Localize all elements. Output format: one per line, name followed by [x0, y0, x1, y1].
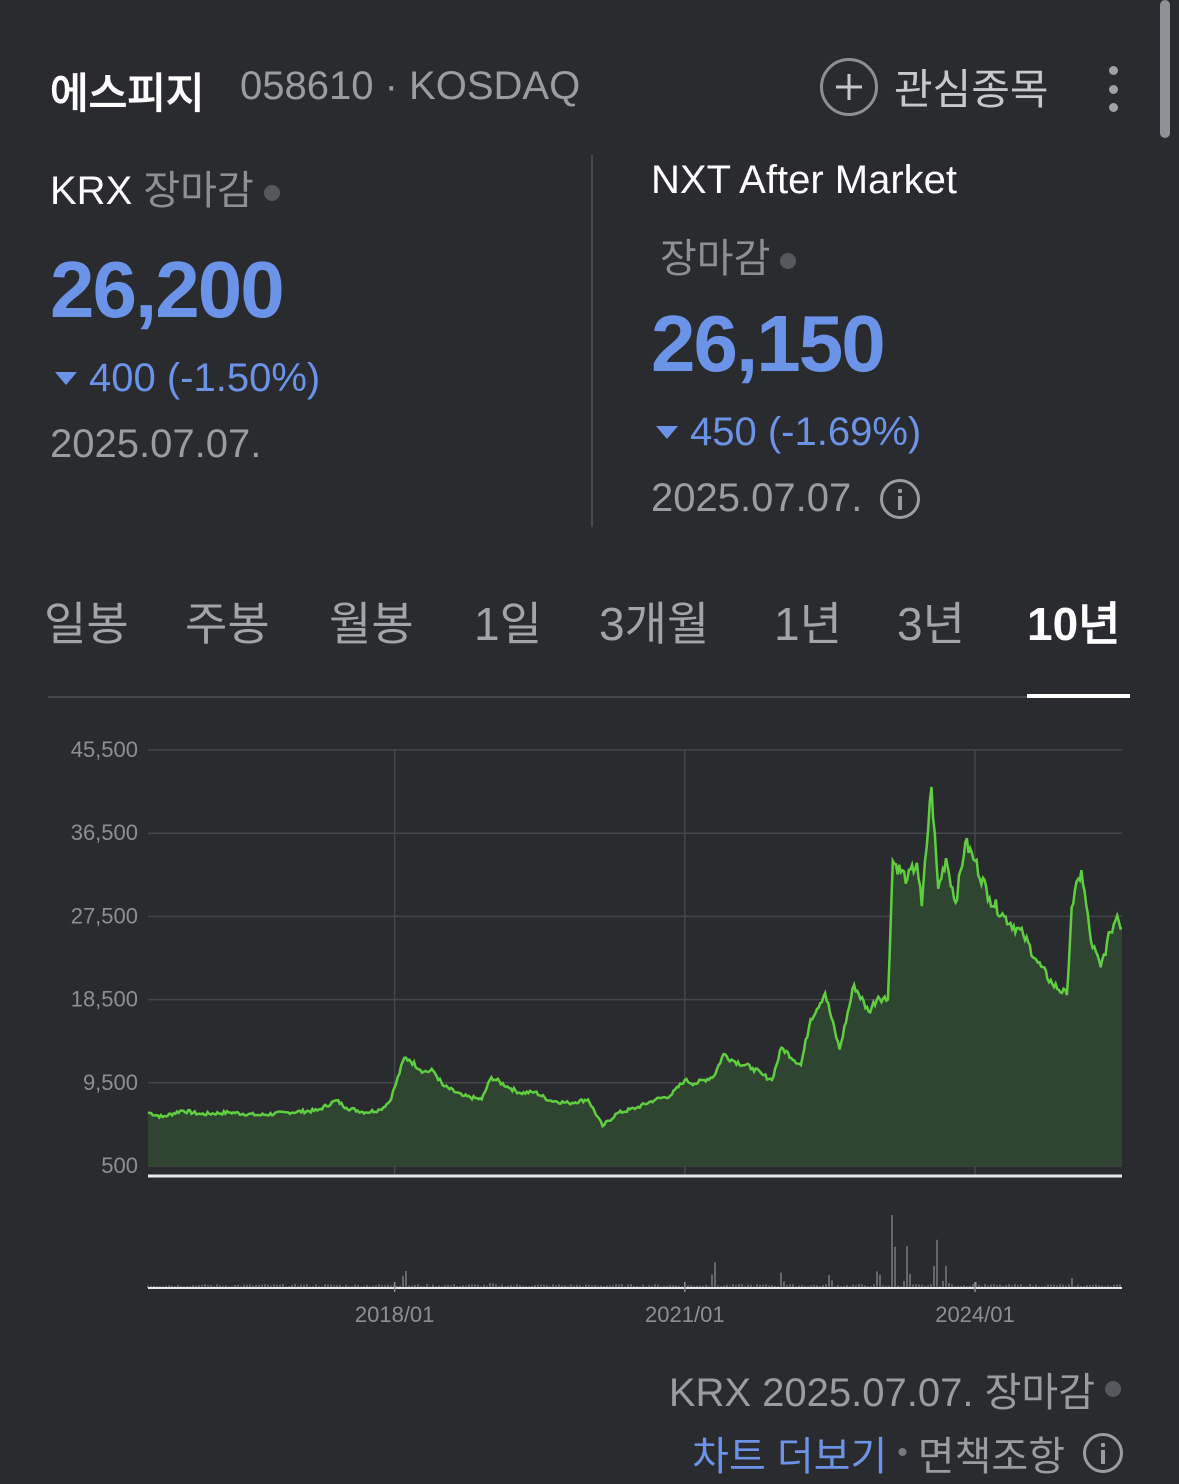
stock-name: 에스피지	[50, 70, 205, 117]
volume-bars	[147, 1214, 1121, 1288]
y-tick-label: 9,500	[83, 1070, 138, 1095]
x-tick-label: 2024/01	[935, 1302, 1015, 1327]
nxt-date-row: 2025.07.07.	[651, 476, 921, 521]
y-tick-label: 36,500	[71, 820, 138, 845]
info-icon[interactable]	[1083, 1433, 1123, 1473]
nxt-date: 2025.07.07.	[651, 476, 863, 520]
down-triangle-icon	[55, 372, 77, 385]
status-dot	[1105, 1381, 1121, 1397]
nxt-price: 26,150	[651, 299, 886, 388]
tab-3month[interactable]: 3개월	[599, 598, 710, 650]
watchlist-label: 관심종목	[894, 66, 1049, 113]
panel-divider	[591, 155, 593, 527]
footer-krx-status: KRX 2025.07.07. 장마감	[668, 1371, 1095, 1415]
krx-market-label: KRX 장마감	[50, 158, 280, 216]
tabs-baseline	[48, 696, 1130, 698]
x-axis-ticks: 2018/01 2021/01 2024/01	[355, 1282, 1015, 1327]
tab-10year[interactable]: 10년	[1027, 598, 1121, 650]
price-area	[148, 787, 1122, 1166]
stock-code-market: 058610 · KOSDAQ	[240, 64, 581, 108]
more-vertical-icon[interactable]	[1106, 66, 1120, 112]
nxt-change-value: 450 (-1.69%)	[690, 410, 922, 454]
plus-icon	[820, 57, 878, 116]
y-tick-label: 27,500	[71, 903, 138, 928]
nxt-status: 장마감	[660, 237, 771, 281]
y-axis-ticks: 45,500 36,500 27,500 18,500 9,500 500	[71, 737, 138, 1178]
tab-daily[interactable]: 일봉	[44, 598, 129, 650]
down-triangle-icon	[656, 426, 678, 439]
footer-status: KRX 2025.07.07. 장마감	[669, 1360, 1121, 1418]
krx-status: 장마감	[143, 169, 254, 213]
nxt-status-row: 장마감	[660, 226, 797, 284]
tab-3year[interactable]: 3년	[897, 598, 965, 650]
nxt-change: 450 (-1.69%)	[656, 410, 921, 455]
price-line	[147, 786, 1122, 1129]
x-tick-label: 2021/01	[645, 1302, 725, 1327]
separator-dot: •	[897, 1436, 908, 1469]
tab-1day[interactable]: 1일	[474, 598, 542, 650]
footer-links: 차트 더보기 • 면책조항	[692, 1424, 1123, 1482]
price-chart[interactable]: 45,500 36,500 27,500 18,500 9,500 500 2018/01…	[0, 720, 1179, 1340]
x-tick-label: 2018/01	[355, 1302, 435, 1327]
y-tick-label: 500	[101, 1153, 138, 1178]
disclaimer-link[interactable]: 면책조항	[917, 1435, 1065, 1479]
y-tick-label: 18,500	[71, 987, 138, 1012]
add-watchlist-button[interactable]: 관심종목	[820, 56, 1049, 117]
krx-label: KRX	[50, 169, 133, 213]
info-icon[interactable]	[880, 478, 921, 519]
nxt-market-label: NXT After Market	[651, 158, 958, 202]
more-chart-link[interactable]: 차트 더보기	[692, 1435, 888, 1479]
krx-change: 400 (-1.50%)	[55, 356, 320, 401]
status-dot	[263, 185, 280, 202]
period-tabs: 일봉 주봉 월봉 1일 3개월 1년 3년 10년	[44, 588, 1134, 650]
scrollbar-thumb[interactable]	[1160, 0, 1170, 138]
tab-weekly[interactable]: 주봉	[185, 598, 270, 650]
status-dot	[780, 253, 797, 270]
krx-price: 26,200	[50, 245, 285, 334]
krx-change-value: 400 (-1.50%)	[89, 356, 321, 400]
y-tick-label: 45,500	[71, 737, 138, 762]
krx-date: 2025.07.07.	[50, 422, 262, 466]
tab-1year[interactable]: 1년	[774, 598, 842, 650]
active-tab-indicator	[1027, 694, 1130, 698]
tab-monthly[interactable]: 월봉	[329, 598, 414, 650]
